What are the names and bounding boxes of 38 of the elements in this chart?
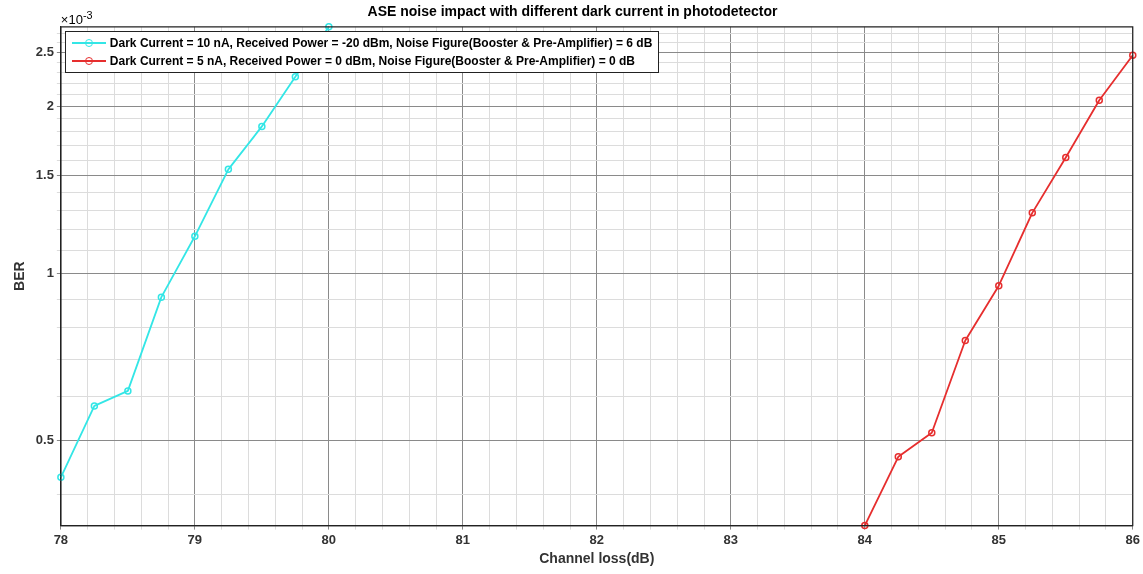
point xyxy=(224,165,233,174)
point xyxy=(894,453,903,461)
annotation: ×10$^{-3}$ xyxy=(60,8,93,28)
point xyxy=(1129,51,1137,60)
x-tick-label: 85 xyxy=(991,531,1007,547)
point xyxy=(258,122,266,131)
x-tick-label: 79 xyxy=(187,531,203,547)
x-axis-title: Channel loss(dB) xyxy=(539,550,655,567)
y-tick-label: 1.5 xyxy=(35,167,54,183)
x-tick-label: 82 xyxy=(589,531,605,547)
x-tick-label: 81 xyxy=(455,531,471,547)
x-tick-label: 78 xyxy=(53,531,69,547)
point xyxy=(157,293,166,301)
legend-label: Dark Current = 5 nA, Received Power = 0 dBm, Noise Figure(Booster & Pre-Amplifier) = 0 dB xyxy=(109,52,635,70)
point xyxy=(124,387,132,395)
point xyxy=(861,521,869,530)
point xyxy=(291,73,300,81)
point xyxy=(90,402,99,410)
y-tick-label: 2 xyxy=(46,97,54,113)
y-axis-title: BER xyxy=(11,261,28,291)
point xyxy=(961,336,970,345)
point xyxy=(995,281,1003,290)
point xyxy=(325,23,333,31)
point xyxy=(191,232,199,241)
y-tick-label: 1 xyxy=(46,265,54,281)
y-tick-label: 0.5 xyxy=(35,432,54,448)
chart-title: ASE noise impact with different dark current in photodetector xyxy=(367,3,779,20)
legend-label: Dark Current = 10 nA, Received Power = -20 dBm, Noise Figure(Booster & Pre-Amplifier) = 6 dB xyxy=(109,34,653,52)
point xyxy=(928,429,936,437)
point xyxy=(1028,209,1037,217)
point xyxy=(1095,96,1104,105)
x-tick-label: 86 xyxy=(1125,531,1140,547)
x-tick-label: 83 xyxy=(723,531,739,547)
point xyxy=(1062,153,1070,162)
x-tick-label: 80 xyxy=(321,531,337,547)
point xyxy=(57,473,65,482)
x-tick-label: 84 xyxy=(857,531,873,547)
y-tick-label: 2.5 xyxy=(35,44,54,59)
